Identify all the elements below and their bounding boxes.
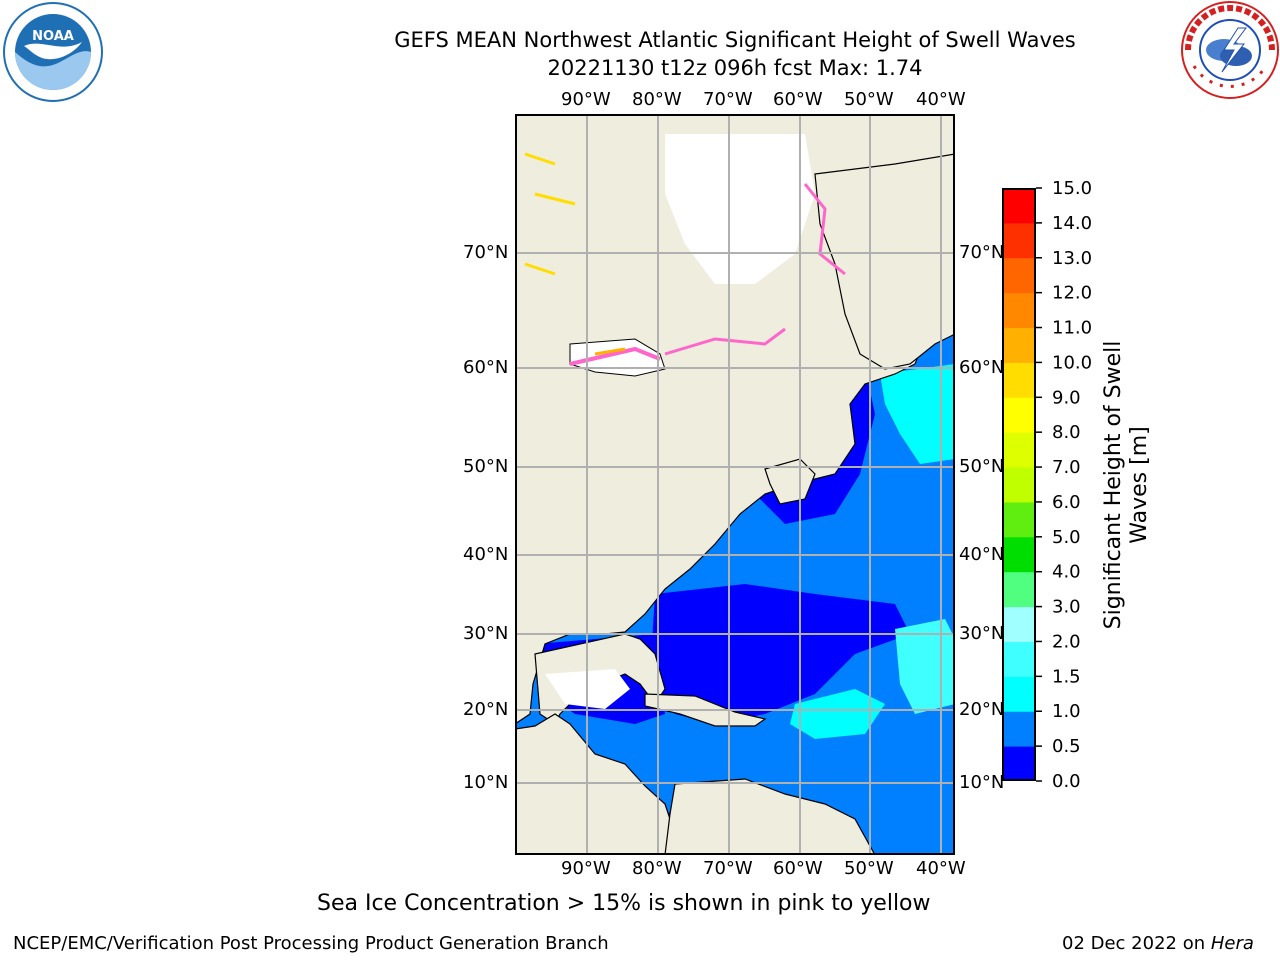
noaa-logo: NOAA [2,2,104,102]
colorbar-label-line-1: Significant Height of Swell [1101,340,1126,630]
colorbar-tick-label: 7.0 [1052,457,1081,478]
colorbar-segment [1002,467,1036,503]
colorbar-tick-label: 8.0 [1052,422,1081,443]
colorbar-tick-label: 1.0 [1052,701,1081,722]
nws-logo [1180,0,1280,100]
lat-label-left-20n: 20°N [463,699,509,720]
footer-date-text: 02 Dec 2022 on [1062,933,1211,954]
sea-ice-arctic-islands [524,152,576,276]
sea-ice-davis [664,327,786,356]
swell-cyan-tropics [790,689,885,739]
lon-label-top-60w: 60°W [773,89,823,110]
lat-label-left-50n: 50°N [463,456,509,477]
colorbar-tick-label: 13.0 [1052,248,1092,269]
lat-label-left-10n: 10°N [463,772,509,793]
colorbar-segment [1002,711,1036,747]
lon-label-top-50w: 50°W [844,89,894,110]
colorbar-tick-label: 1.5 [1052,666,1081,687]
colorbar-segment [1002,536,1036,573]
lon-label-bottom-40w: 40°W [916,858,966,879]
lon-label-top-90w: 90°W [561,89,611,110]
lon-label-bottom-60w: 60°W [773,858,823,879]
lat-label-right-10n: 10°N [959,772,1005,793]
colorbar-tick-label: 12.0 [1052,283,1092,304]
lon-label-top-70w: 70°W [703,89,753,110]
title-line-2: 20221130 t12z 096h fcst Max: 1.74 [547,56,923,80]
footer-date: 02 Dec 2022 on Hera [1062,933,1254,954]
colorbar-tick-label: 9.0 [1052,387,1081,408]
colorbar-segment [1002,432,1036,468]
colorbar-segment [1002,676,1036,712]
colorbar-segment [1002,606,1036,642]
lon-label-bottom-80w: 80°W [632,858,682,879]
graticule [515,114,955,855]
sea-ice-note: Sea Ice Concentration > 15% is shown in … [317,891,931,916]
map-panel [515,114,955,855]
land-masses [515,114,955,855]
colorbar-tick-label: 0.0 [1052,771,1081,792]
colorbar [1002,188,1036,782]
colorbar-segment [1002,222,1036,259]
low-swell-central [650,584,910,724]
footer-machine: Hera [1210,933,1254,954]
colorbar-ticks: 0.0 0.5 1.0 1.5 2.0 3.0 4.0 5.0 6.0 7.0 8.0 9.0 10.0… [1036,178,1106,792]
colorbar-segment [1002,571,1036,608]
lat-label-left-70n: 70°N [463,242,509,263]
sea-ice-hudson-orange [594,347,626,356]
colorbar-tick-label: 11.0 [1052,318,1092,339]
colorbar-tick-label: 0.5 [1052,736,1081,757]
sea-ice-hudson [569,346,661,366]
lat-label-right-70n: 70°N [959,242,1005,263]
hudson-bay [569,338,666,377]
colorbar-tick-label: 3.0 [1052,597,1081,618]
colorbar-tick-label: 6.0 [1052,492,1081,513]
colorbar-segment [1002,188,1036,224]
lat-label-right-20n: 20°N [959,699,1005,720]
lon-label-bottom-50w: 50°W [844,858,894,879]
lon-label-bottom-90w: 90°W [561,858,611,879]
colorbar-segment [1002,501,1036,538]
lat-label-right-40n: 40°N [959,544,1005,565]
colorbar-segment [1002,292,1036,329]
lon-label-top-80w: 80°W [632,89,682,110]
colorbar-frame [1002,188,1036,781]
map-frame [515,114,955,855]
colorbar-segment [1002,397,1036,433]
colorbar-tick-label: 14.0 [1052,213,1092,234]
colorbar-label-line-2: Waves [m] [1127,426,1152,544]
colorbar-tick-label: 2.0 [1052,631,1081,652]
colorbar-segment [1002,746,1036,782]
lat-label-right-60n: 60°N [959,357,1005,378]
lon-label-bottom-70w: 70°W [703,858,753,879]
sea-ice-greenland [803,183,846,276]
colorbar-tick-label: 15.0 [1052,178,1092,199]
lat-label-right-30n: 30°N [959,623,1005,644]
colorbar-segment [1002,257,1036,294]
colorbar-segment [1002,641,1036,677]
colorbar-segment [1002,362,1036,398]
lon-label-top-40w: 40°W [916,89,966,110]
baffin-bay [665,134,815,284]
colorbar-segment [1002,327,1036,363]
lat-label-right-50n: 50°N [959,456,1005,477]
swell-cyan-northeast [880,364,955,464]
lat-label-left-60n: 60°N [463,357,509,378]
noaa-logo-text: NOAA [32,29,74,44]
colorbar-tick-label: 10.0 [1052,352,1092,373]
lat-label-left-30n: 30°N [463,623,509,644]
colorbar-tick-label: 4.0 [1052,562,1081,583]
footer-branch: NCEP/EMC/Verification Post Processing Pr… [13,933,609,954]
colorbar-tick-label: 5.0 [1052,527,1081,548]
lat-label-left-40n: 40°N [463,544,509,565]
title-line-1: GEFS MEAN Northwest Atlantic Significant… [394,28,1076,52]
